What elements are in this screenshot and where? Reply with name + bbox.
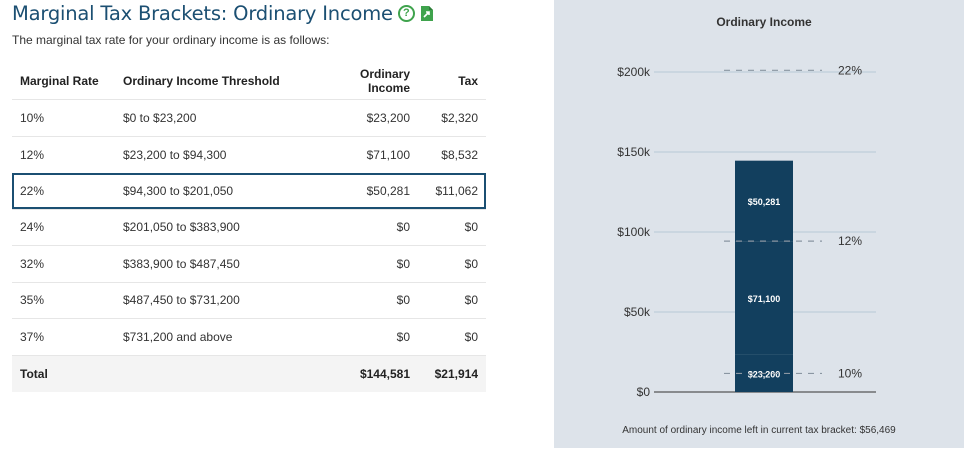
total-label: Total xyxy=(12,354,115,392)
help-icon[interactable]: ? xyxy=(397,4,415,22)
bar-segment-label: $50,281 xyxy=(748,197,781,207)
table-row[interactable]: 37% $731,200 and above $0 $0 xyxy=(12,318,486,355)
rate-cell: 35% xyxy=(12,281,115,319)
tax-cell: $0 xyxy=(418,281,486,319)
tax-cell: $2,320 xyxy=(418,99,486,136)
total-income: $144,581 xyxy=(323,354,418,392)
bar-segment xyxy=(735,160,793,242)
tax-cell: $0 xyxy=(418,208,486,246)
chart-footnote: Amount of ordinary income left in curren… xyxy=(622,425,896,436)
table-header-row: Marginal Rate Ordinary Income Threshold … xyxy=(12,63,486,100)
title-row: Marginal Tax Brackets: Ordinary Income ? xyxy=(12,0,486,26)
table-row[interactable]: 10% $0 to $23,200 $23,200 $2,320 xyxy=(12,99,486,136)
table-row-active[interactable]: 22% $94,300 to $201,050 $50,281 $11,062 xyxy=(12,172,486,209)
rate-cell: 12% xyxy=(12,135,115,173)
rate-cell: 10% xyxy=(12,99,115,136)
y-tick-label: $50k xyxy=(624,305,651,319)
page-title: Marginal Tax Brackets: Ordinary Income xyxy=(12,1,393,25)
total-row: Total $144,581 $21,914 xyxy=(12,354,486,392)
income-cell: $71,100 xyxy=(323,135,418,173)
income-cell: $0 xyxy=(323,245,418,282)
bracket-rate-label: 22% xyxy=(838,63,862,77)
total-threshold-empty xyxy=(115,354,323,392)
chart-title: Ordinary Income xyxy=(716,15,812,29)
tax-cell: $11,062 xyxy=(435,183,479,198)
income-cell: $50,281 xyxy=(366,183,410,198)
tax-cell: $0 xyxy=(418,318,486,355)
y-tick-label: $0 xyxy=(637,385,651,399)
bar-segment-label: $23,200 xyxy=(748,369,781,379)
bracket-rate-label: 12% xyxy=(838,234,862,248)
tax-brackets-panel: Marginal Tax Brackets: Ordinary Income ?… xyxy=(12,0,486,392)
table-row[interactable]: 12% $23,200 to $94,300 $71,100 $8,532 xyxy=(12,135,486,173)
total-tax: $21,914 xyxy=(418,354,486,392)
subtitle: The marginal tax rate for your ordinary … xyxy=(12,33,330,47)
income-cell: $0 xyxy=(323,281,418,319)
chart-panel: Ordinary Income $0 $50k $100k $150k $200k $23,… xyxy=(554,0,964,448)
rate-cell: 22% xyxy=(20,183,45,198)
income-cell: $23,200 xyxy=(323,99,418,136)
export-icon[interactable] xyxy=(420,5,434,22)
threshold-cell: $23,200 to $94,300 xyxy=(115,135,323,173)
bar-segment xyxy=(735,241,793,355)
column-header: Ordinary Income Threshold xyxy=(123,74,280,88)
rate-cell: 32% xyxy=(12,245,115,282)
y-tick-label: $150k xyxy=(617,145,651,159)
column-header: Marginal Rate xyxy=(20,74,99,88)
y-tick-label: $200k xyxy=(617,65,651,79)
table-row[interactable]: 24% $201,050 to $383,900 $0 $0 xyxy=(12,208,486,246)
column-header: Tax xyxy=(458,74,478,88)
threshold-cell: $731,200 and above xyxy=(115,318,323,355)
income-cell: $0 xyxy=(323,318,418,355)
income-cell: $0 xyxy=(323,208,418,246)
rate-cell: 24% xyxy=(12,208,115,246)
bracket-rate-label: 10% xyxy=(838,366,862,380)
threshold-cell: $487,450 to $731,200 xyxy=(115,281,323,319)
brackets-table: Marginal Rate Ordinary Income Threshold … xyxy=(12,63,486,392)
table-row[interactable]: 35% $487,450 to $731,200 $0 $0 xyxy=(12,281,486,319)
threshold-cell: $383,900 to $487,450 xyxy=(115,245,323,282)
threshold-cell: $94,300 to $201,050 xyxy=(123,183,234,198)
y-tick-label: $100k xyxy=(617,225,651,239)
bar-segment-label: $71,100 xyxy=(748,294,781,304)
column-header: Ordinary Income xyxy=(359,67,410,95)
tax-cell: $8,532 xyxy=(418,135,486,173)
table-row[interactable]: 32% $383,900 to $487,450 $0 $0 xyxy=(12,245,486,282)
tax-cell: $0 xyxy=(418,245,486,282)
threshold-cell: $0 to $23,200 xyxy=(115,99,323,136)
ordinary-income-chart: Ordinary Income $0 $50k $100k $150k $200k $23,… xyxy=(617,15,876,399)
rate-cell: 37% xyxy=(12,318,115,355)
threshold-cell: $201,050 to $383,900 xyxy=(115,208,323,246)
